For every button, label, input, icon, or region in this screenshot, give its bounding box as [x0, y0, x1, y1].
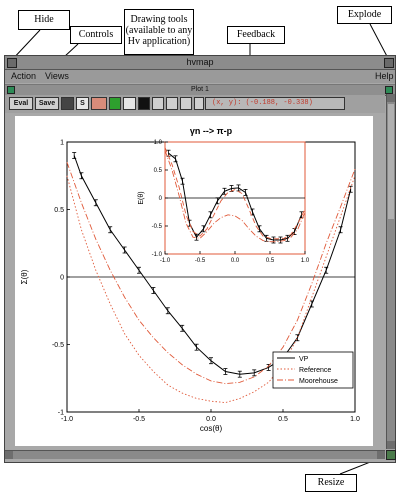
inset-chart-x-tick-label: -1.0 [160, 258, 171, 264]
inset-chart-x-tick-label: 0.5 [266, 258, 275, 264]
plot-explode-icon[interactable] [385, 86, 393, 94]
horizontal-scrollbar[interactable] [5, 450, 385, 459]
main-chart-y-label: Σ(θ) [20, 269, 29, 284]
main-chart-x-tick-label: 1.0 [350, 416, 360, 423]
main-chart-x-tick-label: 0.0 [206, 416, 216, 423]
inset-chart-x-tick-label: 1.0 [301, 258, 310, 264]
main-chart-y-tick-label: 0 [60, 274, 64, 281]
pointer-tool-icon[interactable] [180, 97, 192, 110]
menu-help[interactable]: Help [375, 70, 394, 83]
resize-handle-icon[interactable] [386, 450, 396, 460]
menu-bar: Action Views Help [5, 70, 395, 83]
inset-chart-x-tick-label: 0.0 [231, 258, 240, 264]
oval-tool-icon[interactable] [123, 97, 136, 110]
title-bar[interactable]: hvmap [5, 56, 395, 70]
polygon-tool-icon[interactable] [166, 97, 178, 110]
feedback-readout: (x, y): (-0.188, -0.338) [205, 97, 345, 110]
save-button[interactable]: Save [35, 97, 59, 110]
inset-chart-y-tick-label: -1.0 [152, 252, 163, 258]
line-tool-icon[interactable] [152, 97, 164, 110]
main-chart-x-tick-label: -0.5 [133, 416, 145, 423]
text-tool-icon[interactable]: S [76, 97, 89, 110]
legend-label: VP [299, 356, 309, 363]
plot-title: Plot 1 [5, 85, 395, 95]
inset-chart-y-tick-label: -0.5 [152, 224, 163, 230]
main-chart-y-tick-label: 1 [60, 139, 64, 146]
main-chart-x-label: cos(θ) [200, 424, 223, 433]
menu-views[interactable]: Views [45, 70, 69, 83]
legend-label: Reference [299, 367, 331, 374]
scroll-left-arrow-icon[interactable] [5, 451, 13, 459]
main-chart-x-tick-label: -1.0 [61, 416, 73, 423]
hvmap-window: hvmap Action Views Help Plot 1 Eval Save… [4, 55, 396, 463]
vertical-scrollbar[interactable] [386, 94, 395, 449]
rectangle-tool-icon[interactable] [91, 97, 107, 110]
window-title: hvmap [5, 56, 395, 69]
scroll-up-arrow-icon[interactable] [387, 94, 395, 102]
vertical-scroll-thumb[interactable] [388, 104, 394, 219]
inset-chart-y-tick-label: 0.5 [154, 168, 163, 174]
eval-button[interactable]: Eval [9, 97, 33, 110]
main-chart-title: γn --> π-p [190, 126, 233, 136]
toolbar: Eval Save S (x, y): (-0.188, -0.338) [5, 95, 385, 113]
inset-chart-y-label: E(θ) [138, 191, 145, 204]
inset-chart-y-tick-label: 1.0 [154, 140, 163, 146]
inset-chart-x-tick-label: -0.5 [195, 258, 206, 264]
color-black-swatch[interactable] [138, 97, 150, 110]
main-chart-y-tick-label: -1 [58, 409, 64, 416]
main-chart-y-tick-label: -0.5 [52, 342, 64, 349]
explode-button[interactable] [384, 58, 394, 68]
print-tool-icon[interactable] [61, 97, 74, 110]
main-chart-y-tick-label: 0.5 [54, 207, 64, 214]
legend-label: Moorehouse [299, 378, 338, 385]
plot-svg: -1.0 -0.5 0.0 0.5 1.0 -1 -0.5 0 0.5 1 γn --> π-p co… [15, 116, 373, 446]
zoom-tool-icon[interactable] [194, 97, 204, 110]
scroll-down-arrow-icon[interactable] [387, 441, 395, 449]
scroll-right-arrow-icon[interactable] [377, 451, 385, 459]
main-chart-x-tick-label: 0.5 [278, 416, 288, 423]
plot-canvas[interactable]: -1.0 -0.5 0.0 0.5 1.0 -1 -0.5 0 0.5 1 γn --> π-p co… [15, 116, 373, 446]
color-green-swatch[interactable] [109, 97, 121, 110]
menu-action[interactable]: Action [11, 70, 36, 83]
